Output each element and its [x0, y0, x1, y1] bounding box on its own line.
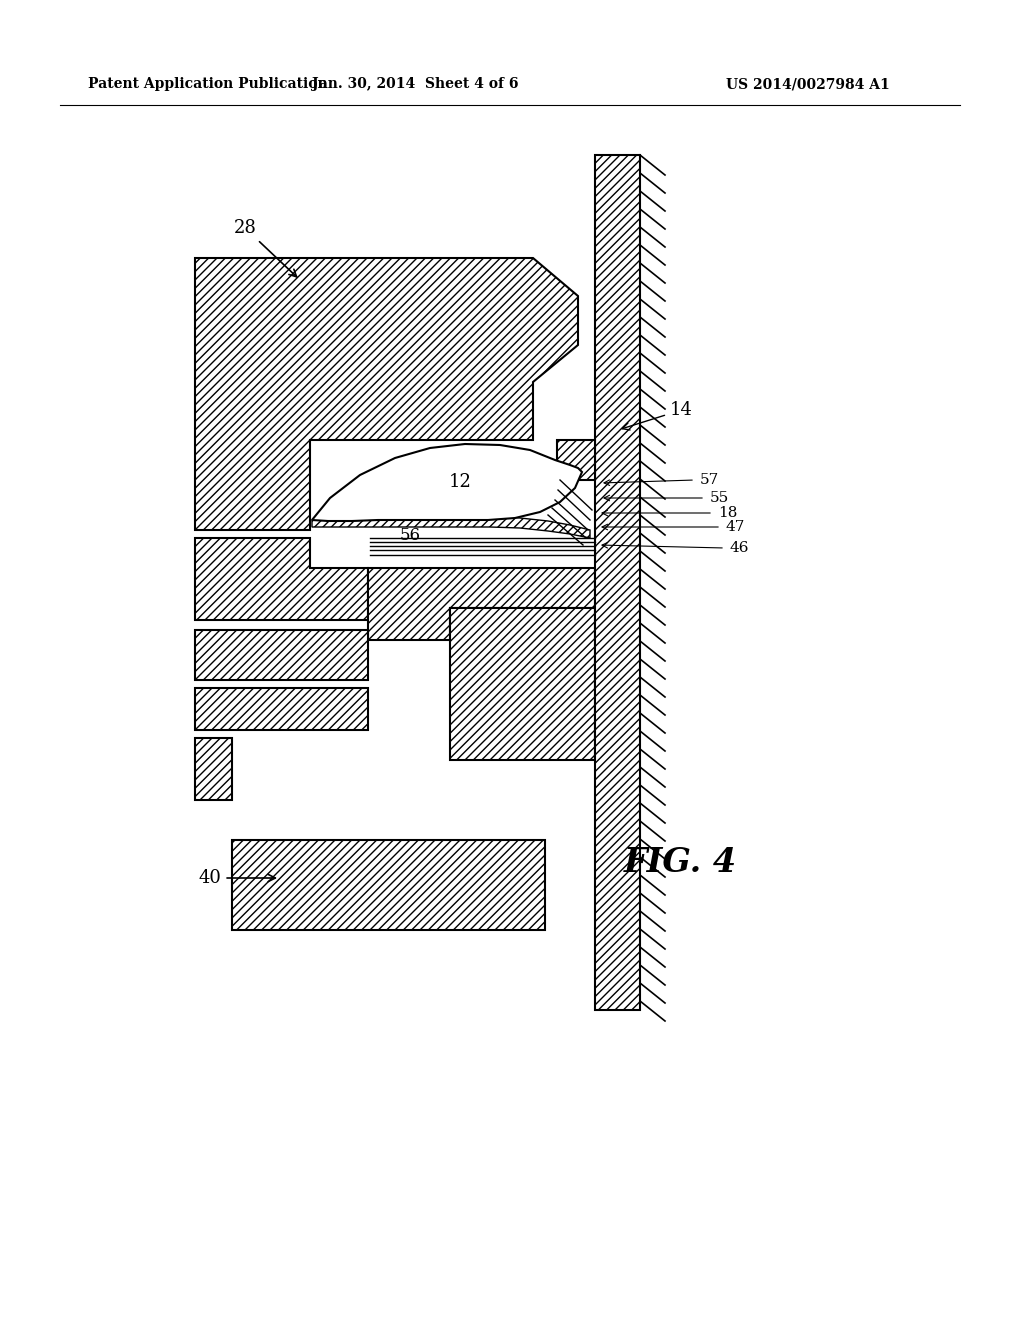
Polygon shape: [368, 568, 595, 640]
Text: 40: 40: [199, 869, 275, 887]
Text: Jan. 30, 2014  Sheet 4 of 6: Jan. 30, 2014 Sheet 4 of 6: [311, 77, 518, 91]
Text: 47: 47: [726, 520, 745, 535]
Polygon shape: [195, 257, 578, 531]
Text: 28: 28: [233, 219, 297, 277]
Polygon shape: [195, 688, 368, 730]
Polygon shape: [450, 609, 595, 760]
Text: 12: 12: [449, 473, 471, 491]
Text: 46: 46: [730, 541, 750, 554]
Polygon shape: [595, 154, 640, 1010]
Polygon shape: [195, 630, 368, 680]
Text: US 2014/0027984 A1: US 2014/0027984 A1: [726, 77, 890, 91]
Text: 57: 57: [700, 473, 719, 487]
Text: 18: 18: [718, 506, 737, 520]
Polygon shape: [312, 444, 582, 521]
Polygon shape: [312, 516, 590, 539]
Text: FIG. 4: FIG. 4: [624, 846, 736, 879]
Text: 55: 55: [710, 491, 729, 506]
Polygon shape: [195, 738, 232, 800]
Text: 14: 14: [623, 401, 693, 430]
Text: Patent Application Publication: Patent Application Publication: [88, 77, 328, 91]
Polygon shape: [232, 840, 545, 931]
Text: 56: 56: [399, 527, 421, 544]
Polygon shape: [195, 539, 368, 620]
Polygon shape: [557, 440, 595, 480]
